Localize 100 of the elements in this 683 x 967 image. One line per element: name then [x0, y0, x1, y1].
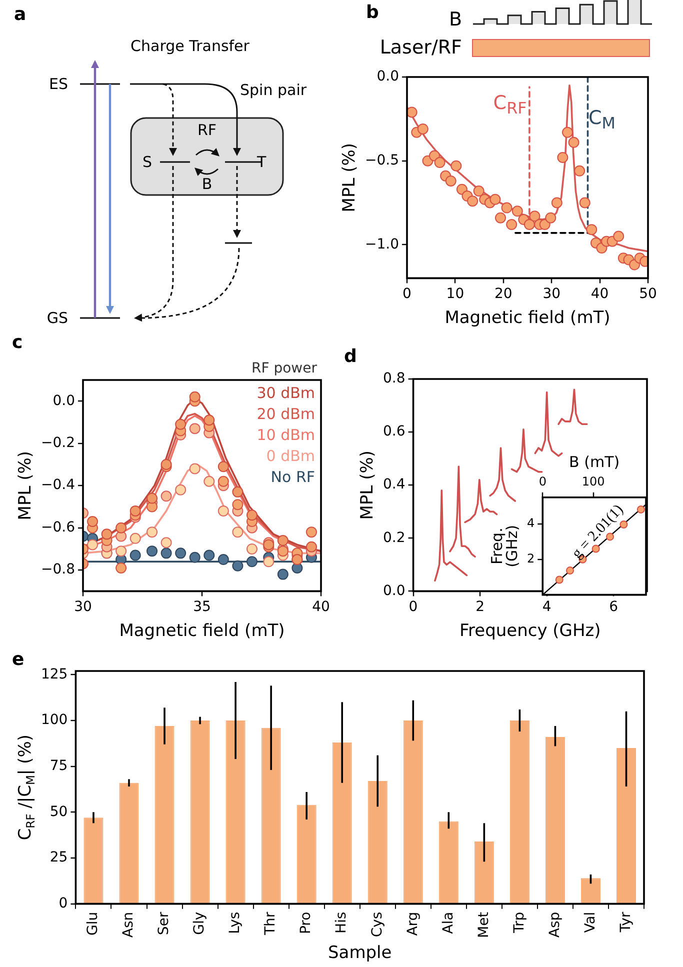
bar: [438, 821, 458, 904]
point: [574, 165, 586, 176]
bar: [474, 841, 494, 904]
x-tick-label: 30: [542, 286, 561, 302]
point: [445, 175, 456, 186]
x-tick-label: Glu: [85, 912, 102, 936]
x-tick-label: 0: [408, 599, 418, 616]
point: [189, 552, 200, 563]
y-axis-title: MPL (%): [358, 450, 378, 520]
x-tick-label: Trp: [511, 912, 528, 934]
point: [146, 546, 158, 557]
point: [130, 550, 141, 561]
point: [450, 160, 462, 172]
text: Spin pair: [240, 80, 307, 99]
y-tick-label: −0.4: [40, 477, 76, 494]
point: [146, 492, 158, 504]
x-tick-label: Gly: [192, 912, 208, 935]
bar: [84, 818, 104, 904]
point: [467, 196, 478, 207]
x-tick-label: 40: [312, 599, 330, 616]
point: [218, 554, 229, 566]
annotation: C$_{M}$: [588, 106, 616, 133]
point: [189, 423, 200, 434]
point: [146, 526, 158, 538]
point: [160, 458, 172, 470]
y-axis-title: CRF /|CM| (%): [16, 734, 38, 840]
point: [87, 539, 98, 550]
bar: [261, 728, 281, 904]
chart-title: c: [12, 332, 23, 353]
text: 10 dBm: [256, 426, 315, 444]
x-tick-label: Asp: [546, 912, 563, 938]
point: [490, 194, 501, 205]
point: [568, 136, 580, 148]
bar: [119, 782, 139, 904]
y-axis-title: MPL (%): [340, 142, 360, 212]
point: [175, 484, 186, 496]
text: B: [448, 8, 462, 31]
y-tick-label: 25: [50, 850, 68, 866]
point: [232, 499, 244, 510]
y-tick-label: 100: [40, 712, 68, 728]
x-axis-title: Magnetic field (mT): [119, 621, 285, 642]
text: Laser/RF: [380, 36, 462, 59]
x-tick-label: 4: [542, 599, 552, 616]
point: [204, 476, 215, 487]
point: [130, 505, 141, 516]
bar: [190, 720, 210, 904]
point: [116, 546, 127, 557]
x-tick-label: Lys: [227, 912, 244, 934]
point: [160, 548, 172, 559]
point: [529, 210, 540, 222]
point: [277, 535, 288, 546]
chart-title: d: [344, 346, 357, 367]
point: [130, 532, 141, 544]
point: [506, 219, 518, 230]
x-tick-label: 30: [74, 599, 92, 616]
y-tick-label: 50: [50, 804, 68, 820]
bar: [226, 720, 246, 904]
x-tick-label: Tyr: [618, 912, 634, 934]
y-tick-label: 0.8: [383, 370, 406, 387]
x-tick-label: Asn: [120, 912, 137, 938]
point: [116, 562, 127, 574]
x-tick-label: Met: [476, 911, 492, 938]
y-tick-label: 0.0: [376, 68, 399, 85]
point: [579, 197, 590, 208]
point: [218, 476, 229, 487]
chart-title: b: [366, 2, 379, 23]
x-tick-label: Val: [582, 912, 598, 933]
y-axis-title: MPL (%): [16, 450, 36, 520]
point: [160, 537, 172, 548]
point: [160, 490, 172, 502]
point: [495, 212, 506, 224]
x-tick-label: 35: [193, 599, 211, 616]
point: [586, 224, 598, 236]
point: [218, 461, 229, 472]
y-tick-label: 0: [58, 895, 68, 912]
point: [545, 212, 556, 224]
y-tick-label: 0.0: [52, 392, 75, 409]
point: [306, 541, 317, 552]
x-tick-label: Arg: [404, 912, 421, 936]
point: [473, 186, 484, 197]
x-tick-label: His: [334, 912, 350, 934]
text: S: [142, 152, 152, 171]
legend-title: RF power: [252, 360, 318, 377]
text: Charge Transfer: [130, 37, 250, 55]
bar: [332, 742, 352, 904]
point: [636, 505, 645, 514]
x-tick-label: Thr: [262, 912, 279, 936]
point: [434, 157, 446, 168]
x-tick-label: Pro: [298, 912, 314, 934]
point: [175, 418, 186, 430]
point: [204, 414, 215, 426]
y-tick-label: 0.4: [383, 476, 406, 493]
point: [246, 556, 258, 568]
point: [406, 106, 418, 118]
point: [512, 206, 523, 217]
point: [501, 202, 512, 214]
point: [306, 526, 317, 538]
y-tick-label: −1.0: [364, 236, 399, 252]
bar: [368, 780, 388, 904]
x-tick-label: Ala: [440, 912, 456, 934]
